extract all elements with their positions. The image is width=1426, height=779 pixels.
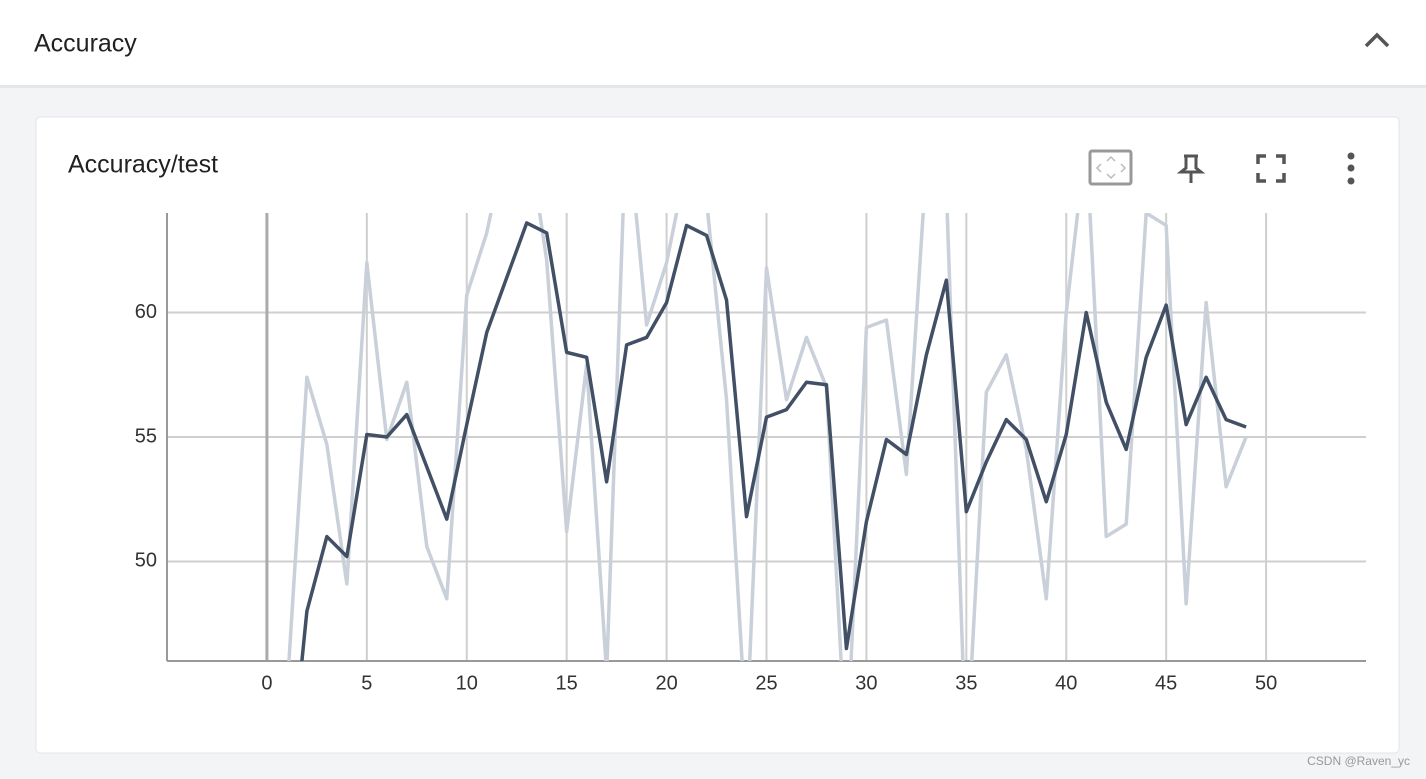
pin-button[interactable] [1176,154,1206,183]
collapse-button[interactable] [1364,32,1390,48]
x-tick-label: 5 [361,672,372,694]
series-line [300,221,1247,661]
x-tick-label: 45 [1155,672,1177,694]
y-tick-label: 60 [135,301,157,323]
x-tick-label: 10 [456,672,478,694]
x-tick-label: 15 [556,672,578,694]
y-tick-label: 50 [135,550,157,572]
fit-domain-button[interactable] [1088,149,1133,186]
x-tick-label: 40 [1055,672,1077,694]
header-title: Accuracy [34,30,137,58]
x-tick-label: 35 [955,672,977,694]
y-tick-label: 55 [135,425,157,447]
fullscreen-button[interactable] [1256,154,1286,183]
watermark: CSDN @Raven_yc [1307,754,1410,768]
x-tick-label: 30 [855,672,877,694]
series-line [287,213,1248,661]
more-menu-button[interactable] [1347,152,1355,185]
x-tick-label: 20 [655,672,677,694]
chart: 50 55 60 0 5 10 15 20 25 30 35 40 45 50 [135,213,1366,694]
x-tick-label: 25 [755,672,777,694]
x-tick-label: 50 [1255,672,1277,694]
card [35,116,1400,754]
x-tick-label: 0 [261,672,272,694]
plot-area [287,213,1248,661]
header-bar [0,0,1426,85]
card-title: Accuracy/test [68,151,218,179]
header-shadow [0,85,1426,88]
